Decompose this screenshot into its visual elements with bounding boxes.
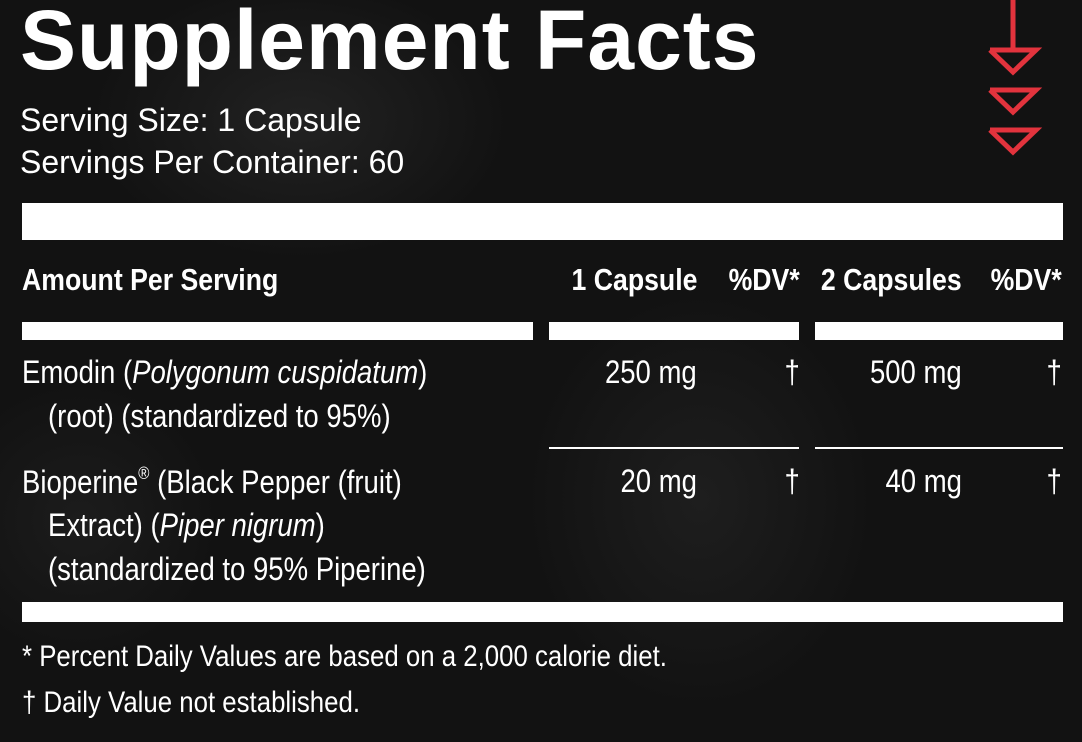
ingredient-text: Bioperine: [22, 464, 139, 501]
amount: 500 mg: [870, 354, 962, 390]
ingredient-text: Polygonum cuspidatum: [132, 354, 419, 390]
header-label: 1 Capsule: [571, 262, 697, 297]
row-divider: [549, 447, 799, 449]
serving-size: Serving Size: 1 Capsule: [20, 102, 362, 138]
footnote: † Daily Value not established.: [22, 686, 361, 719]
arrow-icon: [988, 0, 1043, 156]
ingredient-text: Extract) (: [48, 507, 160, 543]
ingredient-text: Emodin (: [22, 354, 133, 390]
ingredient-text: Piper nigrum: [159, 507, 316, 543]
title: Supplement Facts: [20, 0, 760, 87]
bar: [22, 322, 533, 340]
thick-bar: [22, 203, 1063, 240]
ingredient-line: Emodin (Polygonum cuspidatum): [22, 354, 427, 391]
bar: [815, 322, 1063, 340]
amount: 20 mg: [620, 463, 697, 499]
header-label: %DV*: [728, 262, 800, 297]
amount: †: [784, 463, 800, 499]
bar: [549, 322, 799, 340]
ingredient-text: (root) (standardized to 95%): [48, 398, 391, 434]
ingredient-text: ): [315, 507, 325, 543]
footnote: * Percent Daily Values are based on a 2,…: [22, 640, 667, 673]
amount: †: [1046, 354, 1062, 390]
ingredient-text: (standardized to 95% Piperine): [48, 551, 426, 587]
header-label: Amount Per Serving: [22, 262, 279, 297]
header-label: %DV*: [990, 262, 1062, 297]
ingredient-line: Bioperine® (Black Pepper (fruit): [22, 463, 402, 501]
header-label: 2 Capsules: [821, 262, 962, 297]
ingredient-text: ): [418, 354, 428, 390]
amount: 250 mg: [605, 354, 697, 390]
servings-per-container: Servings Per Container: 60: [20, 144, 405, 180]
ingredient-text: ®: [138, 463, 150, 483]
ingredient-line: Extract) (Piper nigrum): [48, 507, 325, 544]
bar: [22, 602, 1063, 622]
ingredient-line: (standardized to 95% Piperine): [48, 551, 426, 588]
row-divider: [815, 447, 1063, 449]
amount: †: [1046, 463, 1062, 499]
ingredient-line: (root) (standardized to 95%): [48, 398, 391, 435]
amount: †: [784, 354, 800, 390]
ingredient-text: (Black Pepper (fruit): [149, 464, 402, 501]
amount: 40 mg: [885, 463, 962, 499]
